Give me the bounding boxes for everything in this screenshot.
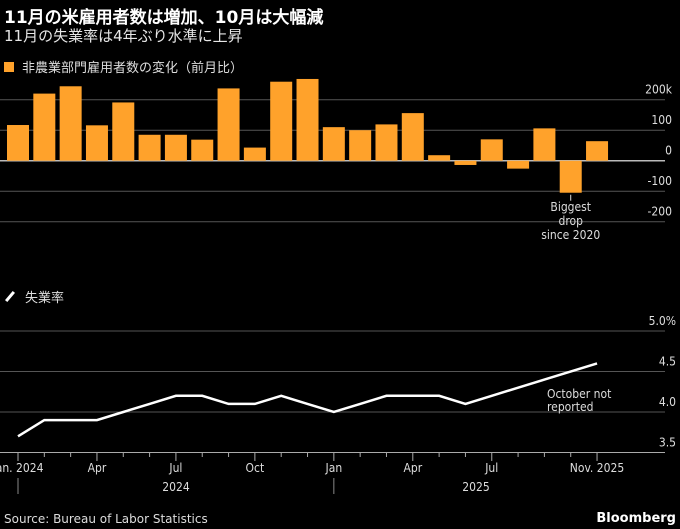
x-tick-label: Jan xyxy=(325,461,343,475)
bar-2024-01 xyxy=(7,125,29,161)
x-tick-label: Apr xyxy=(403,461,422,475)
bar-2025-04 xyxy=(401,113,424,161)
line-ytick-label: 5.0% xyxy=(649,314,676,328)
bar-2025-03 xyxy=(375,124,398,161)
source-note: Source: Bureau of Labor Statistics xyxy=(4,512,208,526)
bar-2024-04 xyxy=(85,125,108,161)
x-tick-label: Oct xyxy=(246,461,265,475)
bar-2024-05 xyxy=(112,102,135,161)
bar-2025-11 xyxy=(586,141,609,161)
unemployment-line xyxy=(17,362,598,438)
bar-2025-06 xyxy=(454,160,477,165)
legend-payrolls: 非農業部門雇用者数の変化（前月比） xyxy=(4,57,243,76)
bar-2025-02 xyxy=(349,130,372,161)
line-ytick-label: 4.0 xyxy=(659,395,676,409)
x-tick-label: Nov. 2025 xyxy=(570,461,624,475)
annotation-october-not-reported: reported xyxy=(547,400,593,414)
bar-2024-10 xyxy=(243,147,266,161)
bar-2024-07 xyxy=(164,134,187,161)
x-tick-label: Jul xyxy=(168,461,182,475)
bar-2024-11 xyxy=(270,81,293,161)
chart-subtitle: 11月の失業率は4年ぶり水準に上昇 xyxy=(4,27,243,45)
legend-swatch-bar xyxy=(4,61,14,72)
year-label: 2024 xyxy=(162,480,190,494)
bar-2025-09 xyxy=(533,128,556,161)
bar-ytick-label: 200k xyxy=(645,83,673,97)
bar-ytick-label: 0 xyxy=(665,144,672,158)
annotation-biggest-drop: since 2020 xyxy=(541,228,600,242)
year-label: 2025 xyxy=(462,480,489,494)
legend-label-payrolls: 非農業部門雇用者数の変化（前月比） xyxy=(22,61,244,76)
bar-2025-07 xyxy=(480,139,503,161)
bloomberg-logo: Bloomberg xyxy=(596,511,676,526)
bar-2025-05 xyxy=(428,155,451,161)
bar-2024-12 xyxy=(296,78,319,161)
x-tick-label: Jan. 2024 xyxy=(0,461,44,475)
line-ytick-label: 4.5 xyxy=(659,355,676,369)
x-tick-label: Jul xyxy=(484,461,498,475)
legend-unemployment: 失業率 xyxy=(4,287,64,306)
bar-ytick-label: -200 xyxy=(648,205,673,219)
annotation-biggest-drop: Biggest xyxy=(550,200,591,214)
bar-2024-06 xyxy=(138,134,161,161)
bar-2024-08 xyxy=(191,139,214,161)
bar-ytick-label: -100 xyxy=(648,174,673,188)
x-tick-label: Apr xyxy=(88,461,107,475)
bar-2025-01 xyxy=(322,127,345,161)
bar-2024-03 xyxy=(59,86,82,161)
annotation-october-not-reported: October not xyxy=(547,387,611,401)
bar-ytick-label: 100 xyxy=(651,113,672,127)
chart-title: 11月の米雇用者数は増加、10月は大幅減 xyxy=(4,8,324,28)
bar-2024-02 xyxy=(33,93,56,161)
annotation-biggest-drop: drop xyxy=(558,214,583,228)
bar-2025-10 xyxy=(559,160,582,193)
line-ytick-label: 3.5 xyxy=(659,436,676,450)
bar-2025-08 xyxy=(507,160,530,169)
legend-label-unemployment: 失業率 xyxy=(25,291,65,306)
bar-2024-09 xyxy=(217,88,240,161)
